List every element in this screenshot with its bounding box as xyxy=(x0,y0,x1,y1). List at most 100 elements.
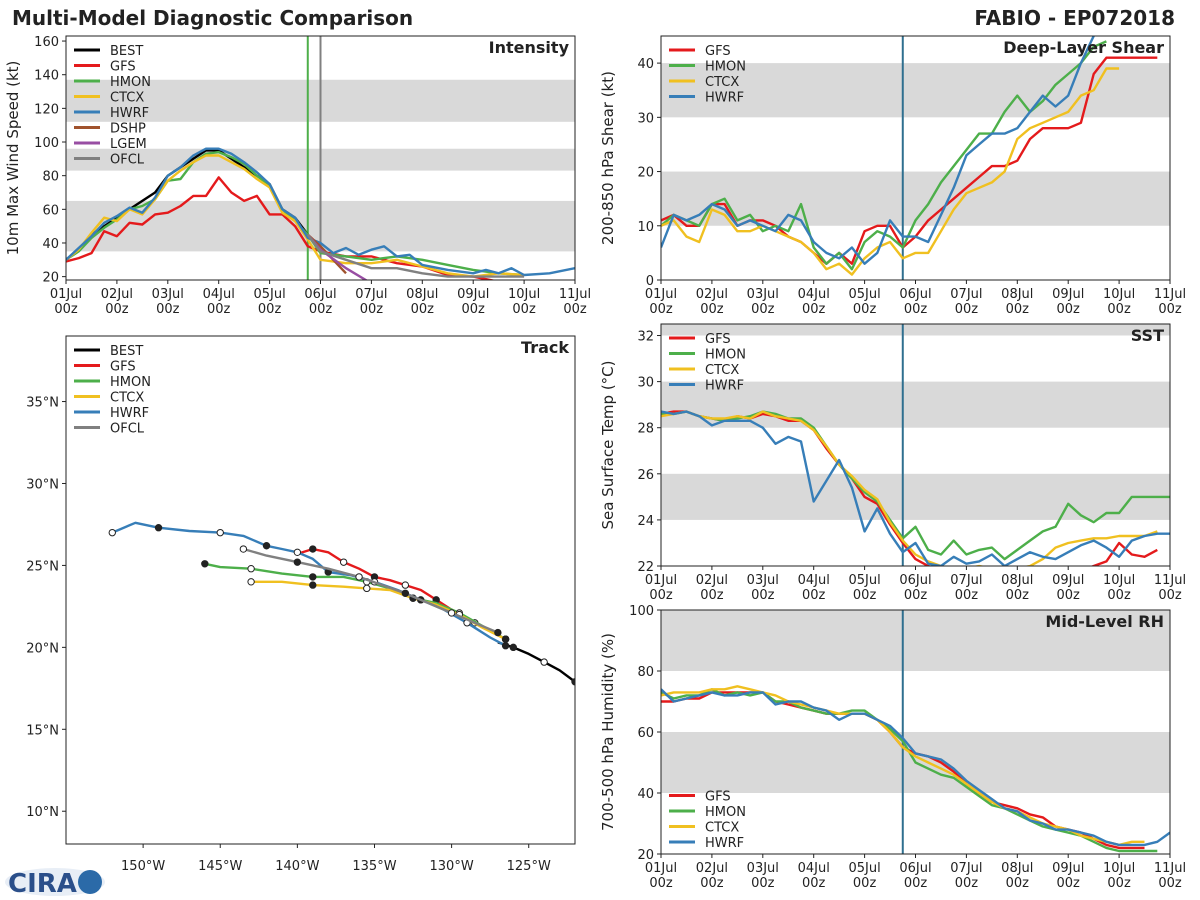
rh-xtick-label: 06Jul xyxy=(899,861,931,876)
intensity-xtick-label: 11Jul xyxy=(559,287,591,302)
shear-xtick-label: 03Jul xyxy=(747,287,779,302)
rh-xtick-label: 11Jul xyxy=(1154,861,1186,876)
cira-logo: CIRA xyxy=(5,868,105,899)
sst-xtick-label: 01Jul xyxy=(645,573,677,588)
sst-xtick-sublabel: 00z xyxy=(955,588,979,603)
rh-legend-label: GFS xyxy=(705,790,731,805)
rh-xtick-label: 01Jul xyxy=(645,861,677,876)
sst-ytick-label: 28 xyxy=(637,422,654,437)
sst-xtick-label: 06Jul xyxy=(899,573,931,588)
sst-legend-label: HWRF xyxy=(705,379,744,394)
track-marker-hwrf xyxy=(216,528,224,537)
sst-xtick-label: 04Jul xyxy=(798,573,830,588)
rh-ylabel: 700-500 hPa Humidity (%) xyxy=(599,633,617,831)
chart-panels: 2040608010012014016001Jul00z02Jul00z03Ju… xyxy=(4,35,1186,891)
track-marker-hwrf xyxy=(293,548,302,557)
sst-band-2 xyxy=(661,324,1170,336)
intensity-xtick-sublabel: 00z xyxy=(207,302,231,317)
shear-series-ctcx xyxy=(661,67,1120,276)
intensity-plot-area xyxy=(66,36,575,280)
shear-legend-label: HWRF xyxy=(705,91,744,106)
track-xtick-label: 140°W xyxy=(275,859,319,874)
track-series-ofcl xyxy=(243,547,499,634)
intensity-legend-label: HMON xyxy=(110,75,151,90)
shear-ytick-label: 40 xyxy=(637,57,654,72)
sst-ytick-label: 24 xyxy=(637,514,654,529)
rh-ytick-label: 40 xyxy=(637,787,654,802)
logo-text: CIRA xyxy=(8,869,77,899)
rh-xtick-label: 07Jul xyxy=(950,861,982,876)
track-series-best xyxy=(497,641,575,683)
intensity-xtick-label: 09Jul xyxy=(457,287,489,302)
intensity-xtick-sublabel: 00z xyxy=(156,302,180,317)
intensity-xtick-sublabel: 00z xyxy=(411,302,435,317)
intensity-legend-label: CTCX xyxy=(110,91,144,106)
intensity-xtick-label: 02Jul xyxy=(101,287,133,302)
track-marker-ofcl xyxy=(355,573,363,581)
intensity-series-ctcx xyxy=(66,154,525,278)
intensity-ytick-label: 160 xyxy=(34,35,59,50)
sst-legend-label: HMON xyxy=(705,348,746,363)
rh-ytick-label: 60 xyxy=(637,726,654,741)
rh-ytick-label: 20 xyxy=(637,848,654,863)
intensity-ytick-label: 40 xyxy=(42,237,59,252)
track-xtick-label: 125°W xyxy=(507,859,551,874)
figure-title: Multi-Model Diagnostic Comparison xyxy=(12,6,413,30)
rh-band-1 xyxy=(661,610,1170,671)
shear-xtick-label: 02Jul xyxy=(696,287,728,302)
track-ytick-label: 35°N xyxy=(26,396,59,411)
shear-band-0 xyxy=(661,171,1170,226)
shear-xtick-sublabel: 00z xyxy=(853,302,877,317)
sst-series-hwrf xyxy=(661,410,1170,566)
shear-xtick-sublabel: 00z xyxy=(904,302,928,317)
sst-xtick-label: 08Jul xyxy=(1001,573,1033,588)
shear-legend-label: HMON xyxy=(705,60,746,75)
intensity-xtick-sublabel: 00z xyxy=(512,302,536,317)
shear-xtick-label: 08Jul xyxy=(1001,287,1033,302)
shear-series-hwrf xyxy=(661,36,1096,265)
shear-plot-area xyxy=(661,36,1170,280)
rh-xtick-label: 05Jul xyxy=(848,861,880,876)
shear-legend-label: CTCX xyxy=(705,75,739,90)
track-marker-ofcl xyxy=(293,558,302,566)
track-legend-label: OFCL xyxy=(110,422,145,437)
sst-xtick-label: 11Jul xyxy=(1154,573,1186,588)
shear-xtick-sublabel: 00z xyxy=(649,302,673,317)
track-marker-ctcx xyxy=(247,578,255,586)
intensity-ytick-label: 60 xyxy=(42,203,59,218)
sst-xtick-label: 10Jul xyxy=(1103,573,1135,588)
sst-xtick-sublabel: 00z xyxy=(649,588,673,603)
shear-ytick-label: 10 xyxy=(637,220,654,235)
shear-xtick-label: 09Jul xyxy=(1052,287,1084,302)
sst-xtick-sublabel: 00z xyxy=(904,588,928,603)
track-xtick-label: 150°W xyxy=(121,859,165,874)
shear-legend-label: GFS xyxy=(705,44,731,59)
track-legend-label: BEST xyxy=(110,344,143,359)
logo-globe-icon xyxy=(78,870,102,894)
track-xtick-label: 135°W xyxy=(352,859,396,874)
track-legend-label: HWRF xyxy=(110,406,149,421)
rh-xtick-sublabel: 00z xyxy=(853,876,877,891)
track-marker-ofcl xyxy=(401,589,410,597)
sst-ytick-label: 26 xyxy=(637,468,654,483)
track-marker-gfs xyxy=(309,545,317,553)
track-ytick-label: 20°N xyxy=(26,641,59,656)
rh-xtick-sublabel: 00z xyxy=(1158,876,1182,891)
rh-legend-label: CTCX xyxy=(705,821,739,836)
sst-xtick-sublabel: 00z xyxy=(1006,588,1030,603)
track-marker-ofcl xyxy=(239,545,248,553)
rh-legend-label: HMON xyxy=(705,805,746,820)
intensity-ytick-label: 100 xyxy=(34,136,59,151)
sst-xtick-sublabel: 00z xyxy=(802,588,826,603)
rh-xtick-sublabel: 00z xyxy=(802,876,826,891)
sst-legend-label: CTCX xyxy=(705,363,739,378)
sst-xtick-sublabel: 00z xyxy=(1107,588,1131,603)
rh-xtick-label: 04Jul xyxy=(798,861,830,876)
sst-band-0 xyxy=(661,473,1170,520)
shear-xtick-sublabel: 00z xyxy=(802,302,826,317)
shear-xtick-sublabel: 00z xyxy=(751,302,775,317)
track-plot-area xyxy=(108,521,575,686)
track-marker-ctcx xyxy=(363,584,371,593)
intensity-xtick-label: 05Jul xyxy=(253,287,285,302)
sst-ytick-label: 32 xyxy=(637,330,654,345)
